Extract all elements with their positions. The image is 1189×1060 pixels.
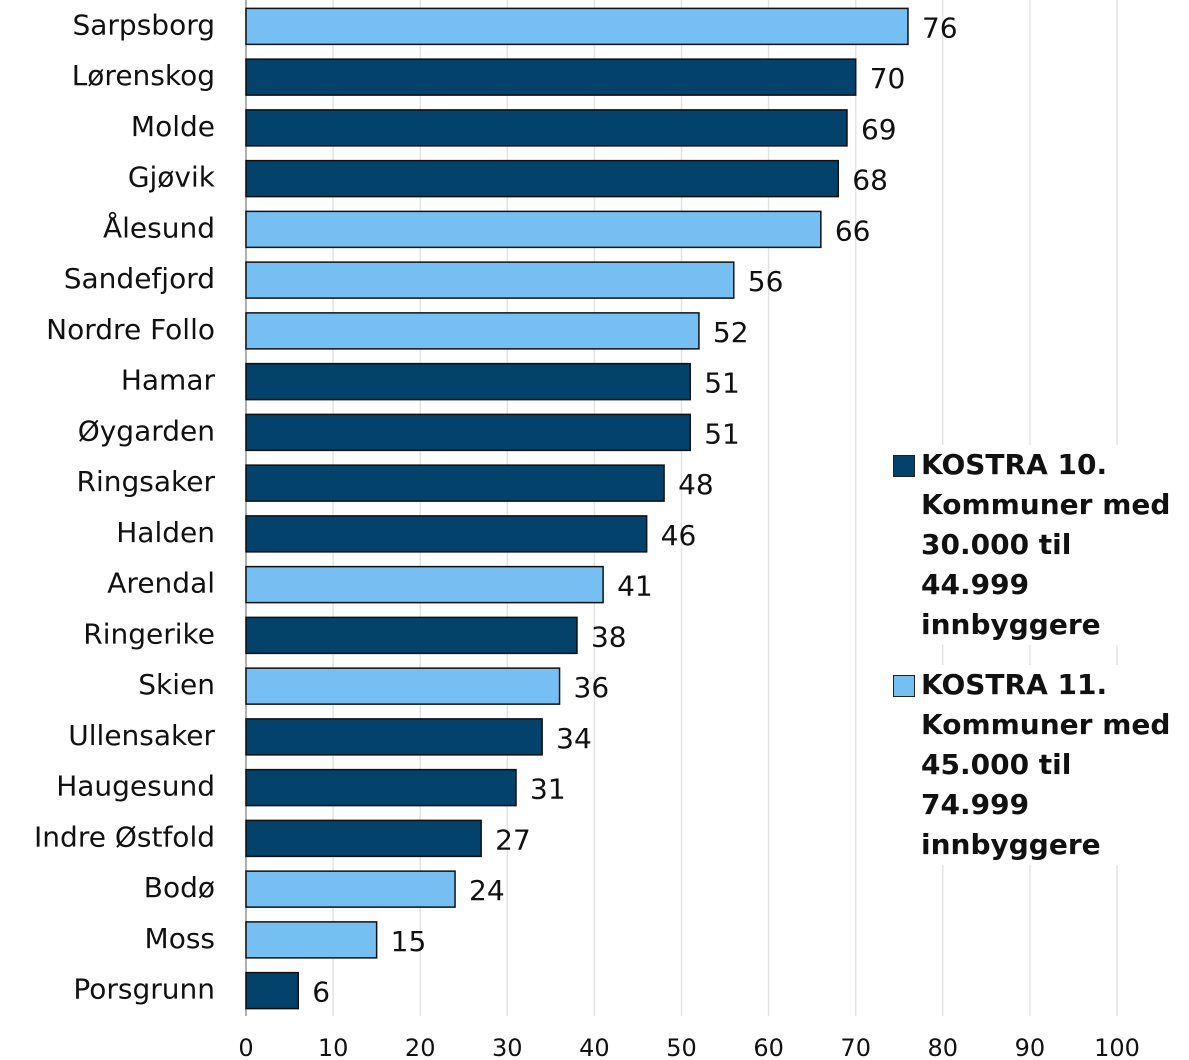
- bar: [245, 109, 848, 147]
- x-tick-label: 80: [928, 1034, 959, 1060]
- bar: [245, 515, 648, 553]
- value-label: 6: [312, 976, 330, 1009]
- legend-swatch: [893, 455, 915, 477]
- y-tick-label: Porsgrunn: [73, 973, 215, 1006]
- bar: [245, 718, 543, 756]
- value-label: 34: [556, 722, 592, 755]
- legend-label: KOSTRA 10. Kommuner med 30.000 til 44.99…: [921, 448, 1171, 641]
- bar: [245, 921, 378, 959]
- y-tick-label: Sarpsborg: [72, 8, 215, 41]
- y-tick-label: Arendal: [107, 567, 215, 600]
- value-label: 15: [391, 925, 427, 958]
- y-tick-label: Ringsaker: [77, 465, 216, 498]
- y-tick-label: Halden: [116, 516, 215, 549]
- x-tick-label: 60: [753, 1034, 784, 1060]
- y-tick-label: Ringerike: [83, 617, 215, 650]
- x-tick-label: 90: [1015, 1034, 1046, 1060]
- value-label: 24: [469, 874, 505, 907]
- value-label: 66: [835, 214, 871, 247]
- x-tick-label: 20: [405, 1034, 436, 1060]
- value-label: 36: [574, 671, 610, 704]
- y-tick-label: Nordre Follo: [46, 313, 215, 346]
- x-tick-label: 50: [666, 1034, 697, 1060]
- legend-label: KOSTRA 11. Kommuner med 45.000 til 74.99…: [921, 668, 1171, 861]
- value-label: 51: [704, 417, 740, 450]
- bar: [245, 58, 857, 96]
- value-label: 31: [530, 773, 566, 806]
- x-tick-label: 100: [1094, 1034, 1140, 1060]
- value-label: 41: [617, 570, 653, 603]
- bar: [245, 971, 300, 1010]
- bar: [245, 565, 604, 604]
- x-tick-label: 30: [492, 1034, 523, 1060]
- bar: [245, 362, 691, 401]
- value-label: 51: [704, 367, 740, 400]
- bar: [245, 667, 561, 705]
- legend-swatch: [893, 675, 915, 697]
- value-label: 68: [852, 164, 888, 197]
- bar: [245, 870, 456, 908]
- bar: [245, 261, 735, 299]
- bar: [245, 464, 665, 502]
- y-tick-label: Bodø: [144, 871, 215, 904]
- value-label: 56: [748, 265, 784, 298]
- x-tick-label: 70: [840, 1034, 871, 1060]
- bar: [245, 413, 691, 452]
- y-tick-label: Gjøvik: [128, 161, 216, 194]
- y-tick-label: Ålesund: [103, 210, 215, 244]
- value-label: 46: [661, 519, 697, 552]
- legend-item: KOSTRA 10. Kommuner med 30.000 til 44.99…: [893, 445, 1183, 645]
- y-tick-label: Indre Østfold: [34, 820, 215, 853]
- value-label: 27: [495, 823, 531, 856]
- bar: [245, 159, 840, 198]
- y-tick-label: Ullensaker: [68, 719, 215, 752]
- bar: [245, 210, 822, 249]
- value-label: 48: [678, 468, 714, 501]
- value-label: 69: [861, 113, 897, 146]
- y-tick-label: Skien: [138, 668, 215, 701]
- value-label: 70: [870, 62, 906, 95]
- y-tick-label: Haugesund: [56, 770, 215, 803]
- bar: [245, 7, 909, 46]
- value-label: 76: [922, 11, 958, 44]
- bar: [245, 819, 482, 858]
- value-label: 52: [713, 316, 749, 349]
- x-tick-label: 10: [318, 1034, 349, 1060]
- x-tick-label: 0: [238, 1034, 253, 1060]
- y-tick-label: Øygarden: [78, 414, 215, 447]
- y-tick-label: Molde: [131, 110, 215, 143]
- legend-item: KOSTRA 11. Kommuner med 45.000 til 74.99…: [893, 665, 1183, 865]
- y-tick-label: Lørenskog: [72, 59, 215, 92]
- x-tick-label: 40: [579, 1034, 610, 1060]
- value-label: 38: [591, 620, 627, 653]
- bar: [245, 616, 578, 655]
- y-tick-label: Hamar: [121, 364, 216, 397]
- y-tick-label: Moss: [145, 922, 215, 955]
- y-tick-label: Sandefjord: [64, 262, 215, 295]
- bar: [245, 768, 517, 807]
- bar: [245, 312, 700, 350]
